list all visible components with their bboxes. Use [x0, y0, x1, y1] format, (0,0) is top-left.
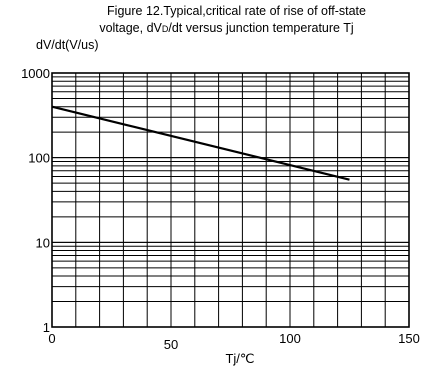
y-tick-label: 1000 — [21, 66, 50, 81]
x-tick-labels: 0 50 100 150 — [48, 331, 419, 352]
chart-title-line-1: Figure 12.Typical,critical rate of rise … — [107, 4, 366, 18]
grid — [51, 72, 410, 328]
y-tick-label: 10 — [36, 235, 50, 250]
x-tick-label: 150 — [398, 331, 420, 346]
y-tick-label: 100 — [28, 151, 50, 166]
x-tick-label: 0 — [48, 331, 55, 346]
y-axis-label: dV/dt(V/us) — [36, 38, 99, 52]
y-tick-labels: 1 10 100 1000 — [21, 66, 50, 335]
plot-frame — [51, 72, 410, 328]
x-tick-label: 100 — [279, 331, 301, 346]
series-group — [51, 105, 350, 181]
title-suffix: /dt versus junction temperature Tj — [168, 21, 354, 35]
x-tick-label: 50 — [164, 337, 178, 352]
title-subscript: D — [161, 24, 169, 34]
series-line — [51, 105, 350, 181]
y-tick-label: 1 — [43, 320, 50, 335]
title-prefix: voltage, dV — [99, 21, 162, 35]
x-axis-label: Tj/℃ — [225, 351, 254, 366]
chart-title-line-2: voltage, dVD/dt versus junction temperat… — [10, 20, 433, 37]
